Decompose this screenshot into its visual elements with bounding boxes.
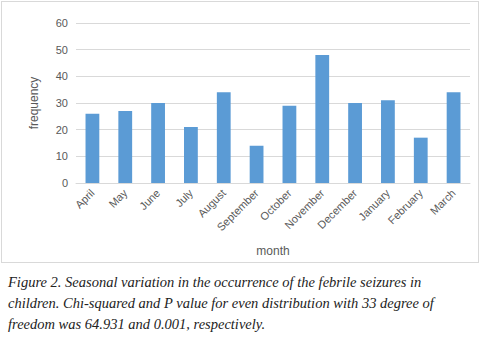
svg-text:February: February: [385, 186, 425, 226]
svg-text:frequency: frequency: [27, 77, 41, 130]
svg-text:month: month: [256, 244, 289, 258]
svg-text:March: March: [428, 187, 458, 217]
svg-text:10: 10: [56, 150, 68, 162]
svg-text:60: 60: [56, 17, 68, 29]
html-text:Figure 2. Seasonal variation i: Figure 2. Seasonal variation in the occu…: [8, 274, 434, 332]
svg-text:30: 30: [56, 97, 68, 109]
svg-text:November: November: [282, 186, 327, 232]
svg-text:October: October: [257, 186, 294, 223]
svg-text:July: July: [173, 186, 196, 209]
svg-text:50: 50: [56, 44, 68, 56]
svg-text:June: June: [137, 187, 162, 212]
svg-text:December: December: [315, 187, 360, 232]
svg-text:40: 40: [56, 70, 68, 82]
svg-text:September: September: [214, 187, 261, 234]
svg-text:August: August: [195, 187, 228, 220]
svg-text:January: January: [356, 186, 393, 223]
svg-text:April: April: [73, 187, 97, 211]
svg-text:May: May: [106, 186, 130, 210]
svg-text:0: 0: [62, 177, 68, 189]
svg-text:20: 20: [56, 124, 68, 136]
